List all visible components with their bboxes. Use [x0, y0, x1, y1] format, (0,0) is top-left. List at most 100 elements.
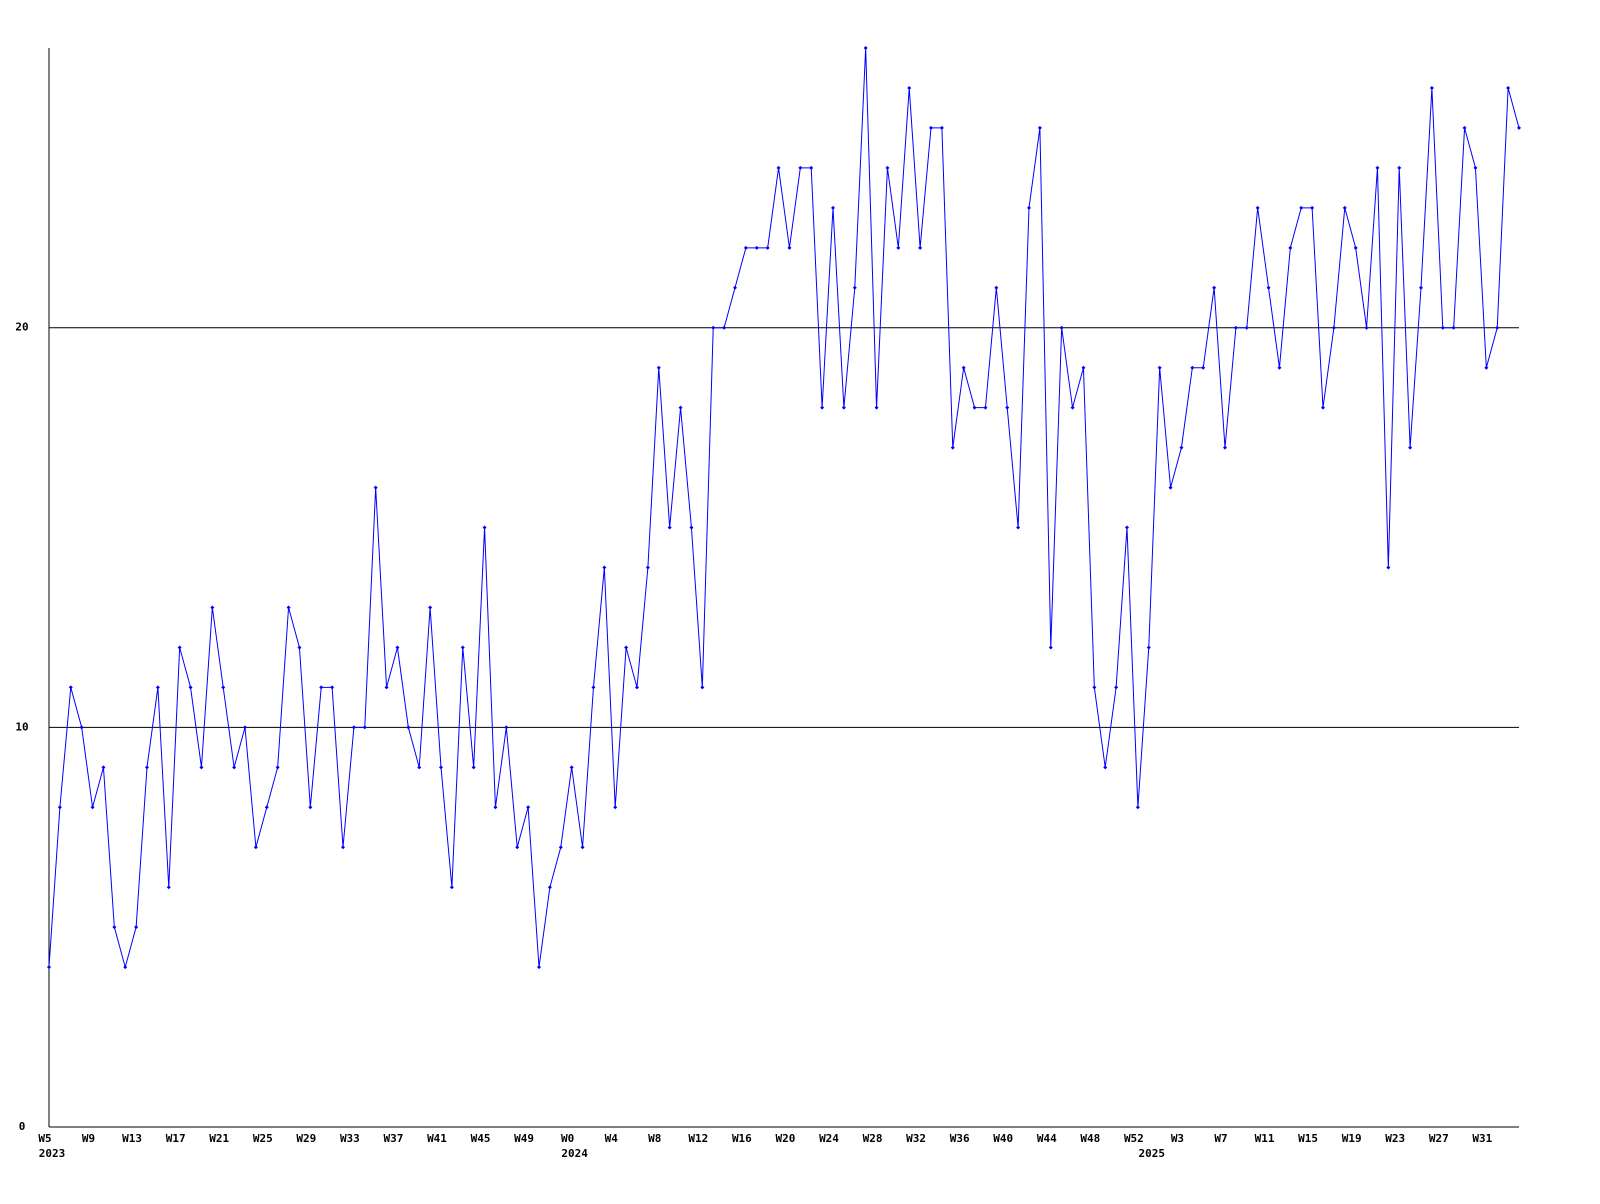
- point: [1331, 325, 1336, 330]
- point: [166, 885, 171, 890]
- point: [243, 725, 247, 730]
- point: [1364, 325, 1369, 330]
- point: [645, 565, 650, 570]
- point: [1168, 485, 1173, 490]
- x-tick-label: W25: [253, 1132, 273, 1145]
- point: [504, 725, 509, 730]
- x-tick-label: W9: [82, 1132, 95, 1145]
- point: [1244, 325, 1249, 330]
- x-tick-label: W8: [648, 1132, 661, 1145]
- point: [1353, 245, 1358, 250]
- point: [635, 685, 639, 690]
- point: [526, 805, 531, 810]
- point: [471, 765, 476, 770]
- point: [1397, 165, 1402, 170]
- point: [907, 85, 912, 90]
- point: [210, 605, 215, 610]
- x-tick-label: W0: [561, 1132, 574, 1145]
- point: [613, 805, 618, 810]
- point: [177, 645, 182, 650]
- x-tick-label: W3: [1171, 1132, 1184, 1145]
- point: [47, 965, 51, 970]
- point: [145, 765, 149, 770]
- point: [199, 765, 204, 770]
- x-tick-label: W11: [1255, 1132, 1275, 1145]
- point: [101, 765, 106, 770]
- point: [1517, 125, 1521, 130]
- point: [1212, 285, 1217, 290]
- point: [482, 525, 487, 530]
- point: [1266, 285, 1271, 290]
- y-tick-label: 0: [19, 1120, 26, 1133]
- x-tick-label: W40: [993, 1132, 1013, 1145]
- point: [308, 805, 313, 810]
- point: [1146, 645, 1151, 650]
- point: [831, 205, 835, 210]
- x-group-label: 2025: [1139, 1147, 1166, 1160]
- point: [68, 685, 73, 690]
- point: [286, 605, 291, 610]
- point: [1462, 125, 1467, 130]
- point: [341, 845, 345, 850]
- point: [112, 925, 117, 930]
- point: [297, 645, 302, 650]
- point: [896, 245, 901, 250]
- x-tick-label: W52: [1124, 1132, 1144, 1145]
- x-tick-label: W33: [340, 1132, 360, 1145]
- x-tick-label: W29: [296, 1132, 316, 1145]
- point: [1408, 445, 1413, 450]
- point: [809, 165, 814, 170]
- x-tick-label: W49: [514, 1132, 534, 1145]
- point: [950, 445, 955, 450]
- series-line: [48, 47, 1520, 970]
- point: [1506, 85, 1511, 90]
- point: [1255, 205, 1260, 210]
- point: [1037, 125, 1042, 130]
- point: [722, 325, 727, 330]
- point: [569, 765, 574, 770]
- point: [1048, 645, 1053, 650]
- point: [1484, 365, 1489, 370]
- x-tick-label: W45: [471, 1132, 491, 1145]
- x-tick-label: W44: [1037, 1132, 1057, 1145]
- point: [591, 685, 596, 690]
- point: [275, 765, 280, 770]
- point: [406, 725, 411, 730]
- point: [1310, 205, 1315, 210]
- x-tick-label: W32: [906, 1132, 926, 1145]
- point: [188, 685, 193, 690]
- point: [1419, 285, 1423, 290]
- x-tick-label: W4: [605, 1132, 619, 1145]
- point: [351, 725, 356, 730]
- point: [1342, 205, 1347, 210]
- point: [395, 645, 400, 650]
- point: [711, 325, 716, 330]
- point: [1103, 765, 1108, 770]
- x-tick-label: W37: [384, 1132, 404, 1145]
- point: [1375, 165, 1380, 170]
- point: [439, 765, 443, 770]
- point: [123, 965, 128, 970]
- point: [428, 605, 433, 610]
- point: [885, 165, 890, 170]
- point: [1299, 205, 1304, 210]
- x-tick-label: W19: [1342, 1132, 1362, 1145]
- point: [1233, 325, 1238, 330]
- x-tick-label: W21: [209, 1132, 229, 1145]
- point: [972, 405, 977, 410]
- point: [1125, 525, 1129, 530]
- x-tick-label: W5: [38, 1132, 51, 1145]
- point: [373, 485, 378, 490]
- x-tick-label: W7: [1214, 1132, 1227, 1145]
- point: [1201, 365, 1206, 370]
- point: [918, 245, 923, 250]
- point: [743, 245, 748, 250]
- point: [1179, 445, 1184, 450]
- point: [384, 685, 389, 690]
- point: [515, 845, 520, 850]
- point: [624, 645, 629, 650]
- point: [765, 245, 770, 250]
- point: [700, 685, 705, 690]
